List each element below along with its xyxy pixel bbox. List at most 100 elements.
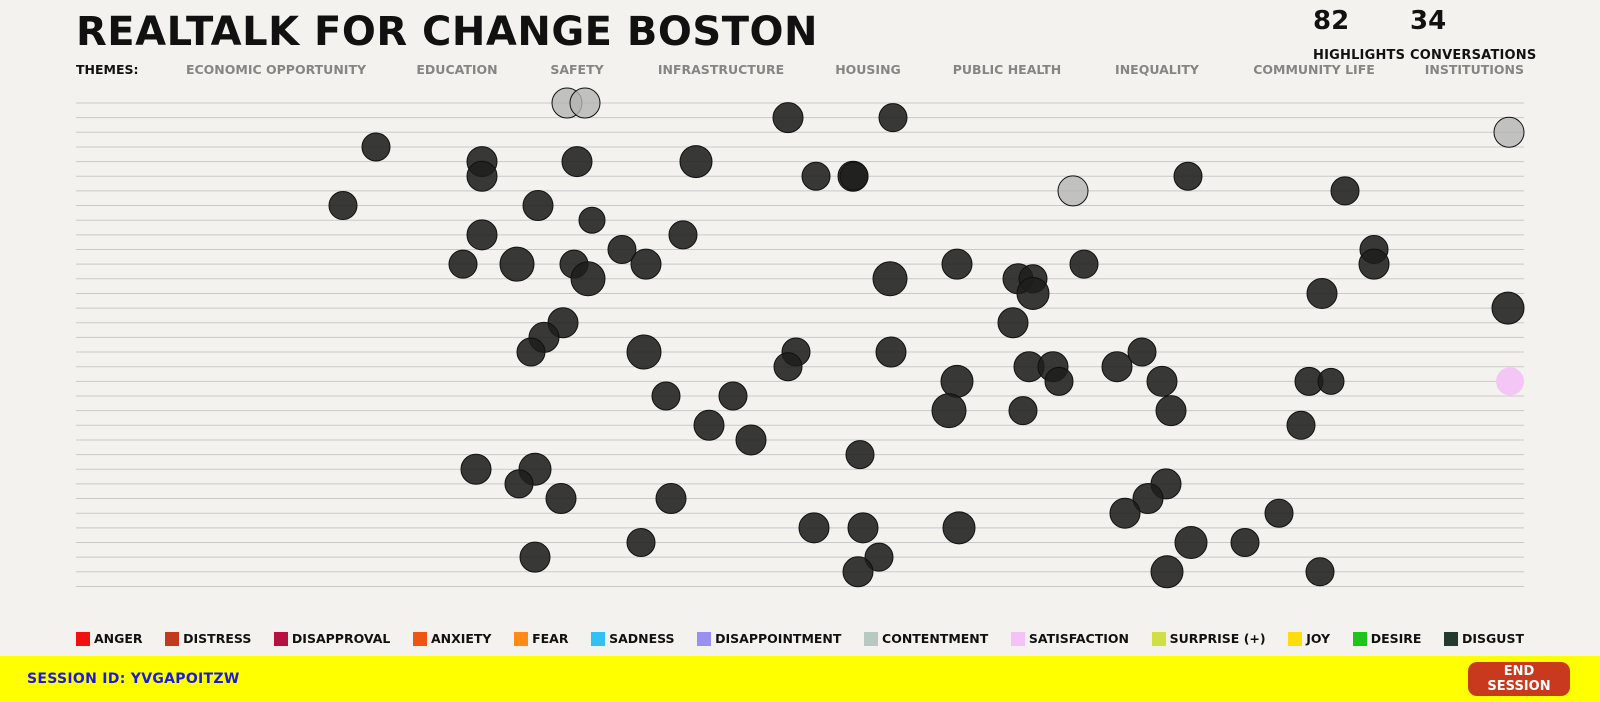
- highlight-bubble[interactable]: [1173, 161, 1203, 191]
- highlight-bubble[interactable]: [519, 541, 551, 573]
- highlight-bubble[interactable]: [1146, 365, 1178, 397]
- theme-community-life[interactable]: COMMUNITY LIFE: [1253, 62, 1375, 77]
- highlight-bubble[interactable]: [1127, 337, 1157, 367]
- theme-education[interactable]: EDUCATION: [416, 62, 498, 77]
- conversations-stat: 34 CONVERSATIONS: [1410, 6, 1536, 63]
- highlight-bubble[interactable]: [651, 381, 681, 411]
- theme-infrastructure[interactable]: INFRASTRUCTURE: [657, 62, 785, 77]
- highlight-bubble[interactable]: [522, 190, 554, 222]
- highlight-bubble[interactable]: [1330, 176, 1360, 206]
- highlight-bubble[interactable]: [466, 219, 498, 251]
- legend-item-disapproval[interactable]: DISAPPROVAL: [273, 631, 391, 646]
- highlight-bubble[interactable]: [626, 334, 662, 370]
- legend-item-disappointment[interactable]: DISAPPOINTMENT: [697, 631, 841, 646]
- highlight-bubble[interactable]: [516, 337, 546, 367]
- highlight-bubble[interactable]: [1496, 367, 1524, 396]
- highlight-bubble[interactable]: [1057, 175, 1089, 207]
- highlight-bubble[interactable]: [578, 206, 606, 234]
- highlight-bubble[interactable]: [801, 161, 831, 191]
- theme-economic-opportunity[interactable]: ECONOMIC OPPORTUNITY: [185, 62, 367, 77]
- highlight-bubble[interactable]: [941, 248, 973, 280]
- legend-label: FEAR: [532, 631, 569, 646]
- highlight-bubble[interactable]: [504, 469, 534, 499]
- legend-item-anxiety[interactable]: ANXIETY: [412, 631, 491, 646]
- highlight-bubble[interactable]: [668, 220, 698, 250]
- highlight-bubble[interactable]: [1150, 555, 1184, 589]
- highlight-bubble[interactable]: [655, 483, 687, 515]
- highlight-bubble[interactable]: [839, 161, 869, 191]
- highlight-bubble[interactable]: [1132, 483, 1164, 515]
- highlight-bubble[interactable]: [942, 511, 976, 545]
- highlight-bubble[interactable]: [847, 512, 879, 544]
- end-session-button[interactable]: END SESSION: [1468, 662, 1570, 696]
- highlight-bubble[interactable]: [1286, 410, 1316, 440]
- highlight-bubble[interactable]: [328, 191, 358, 221]
- legend-item-joy[interactable]: JOY: [1288, 631, 1330, 646]
- legend-label: JOY: [1306, 631, 1331, 646]
- highlight-bubble[interactable]: [1101, 351, 1133, 383]
- highlight-bubble[interactable]: [1493, 116, 1525, 148]
- highlight-bubble[interactable]: [561, 146, 593, 178]
- legend-item-sadness[interactable]: SADNESS: [591, 631, 675, 646]
- highlight-bubble[interactable]: [940, 364, 974, 398]
- highlight-bubble[interactable]: [607, 235, 637, 264]
- highlight-bubble[interactable]: [1008, 396, 1038, 426]
- legend-swatch: [165, 631, 180, 646]
- legend-item-desire[interactable]: DESIRE: [1352, 631, 1421, 646]
- highlight-bubble[interactable]: [845, 440, 875, 470]
- highlight-bubble[interactable]: [499, 246, 535, 282]
- theme-institutions[interactable]: INSTITUTIONS: [1424, 62, 1524, 77]
- highlight-bubble[interactable]: [872, 261, 908, 297]
- highlight-bubble[interactable]: [460, 453, 492, 485]
- highlight-bubble[interactable]: [1044, 366, 1074, 396]
- highlight-bubble[interactable]: [735, 424, 767, 456]
- theme-safety[interactable]: SAFETY: [550, 62, 604, 77]
- highlight-bubble[interactable]: [448, 249, 478, 279]
- highlight-bubble[interactable]: [361, 132, 391, 162]
- highlight-bubble[interactable]: [1109, 497, 1141, 529]
- highlight-bubble[interactable]: [1016, 276, 1050, 310]
- highlight-bubble[interactable]: [1174, 526, 1208, 559]
- highlight-bubble[interactable]: [1155, 395, 1187, 427]
- theme-public-health[interactable]: PUBLIC HEALTH: [952, 62, 1062, 77]
- highlight-bubble[interactable]: [1305, 557, 1335, 587]
- highlight-bubble[interactable]: [864, 542, 894, 572]
- highlight-bubble[interactable]: [693, 409, 725, 441]
- highlight-bubble[interactable]: [875, 336, 907, 368]
- highlight-bubble[interactable]: [1069, 249, 1099, 279]
- legend-swatch: [412, 631, 427, 646]
- highlight-bubble[interactable]: [878, 103, 908, 133]
- legend-item-disgust[interactable]: DISGUST: [1444, 631, 1524, 646]
- legend-label: DISAPPROVAL: [291, 631, 391, 646]
- highlight-bubble[interactable]: [1358, 248, 1390, 280]
- legend-item-anger[interactable]: ANGER: [76, 631, 143, 646]
- theme-inequality[interactable]: INEQUALITY: [1115, 62, 1199, 77]
- highlight-bubble[interactable]: [773, 352, 803, 382]
- highlight-bubble[interactable]: [1230, 528, 1260, 557]
- legend-item-surprise[interactable]: SURPRISE (+): [1151, 631, 1266, 646]
- highlight-bubble[interactable]: [842, 556, 874, 588]
- highlight-bubble[interactable]: [630, 248, 662, 280]
- highlight-bubble[interactable]: [997, 307, 1029, 339]
- legend-item-distress[interactable]: DISTRESS: [165, 631, 251, 646]
- highlight-bubble[interactable]: [1317, 367, 1345, 395]
- highlight-bubble[interactable]: [718, 381, 748, 411]
- highlight-bubble[interactable]: [545, 483, 577, 515]
- highlight-bubble[interactable]: [466, 160, 498, 192]
- legend-item-fear[interactable]: FEAR: [514, 631, 568, 646]
- highlight-bubble[interactable]: [679, 145, 713, 179]
- highlight-bubble[interactable]: [570, 261, 606, 297]
- highlight-bubble[interactable]: [569, 87, 601, 119]
- legend-swatch: [591, 631, 606, 646]
- highlight-bubble[interactable]: [626, 528, 656, 557]
- highlight-bubble[interactable]: [772, 102, 804, 134]
- legend-item-contentment[interactable]: CONTENTMENT: [864, 631, 988, 646]
- legend-swatch: [1010, 631, 1025, 646]
- theme-housing[interactable]: HOUSING: [835, 62, 901, 77]
- highlight-bubble[interactable]: [931, 393, 967, 429]
- legend-item-satisfaction[interactable]: SATISFACTION: [1010, 631, 1129, 646]
- highlight-bubble[interactable]: [1306, 277, 1338, 309]
- highlight-bubble[interactable]: [1264, 498, 1294, 528]
- highlight-bubble[interactable]: [798, 512, 830, 544]
- highlight-bubble[interactable]: [1491, 291, 1525, 325]
